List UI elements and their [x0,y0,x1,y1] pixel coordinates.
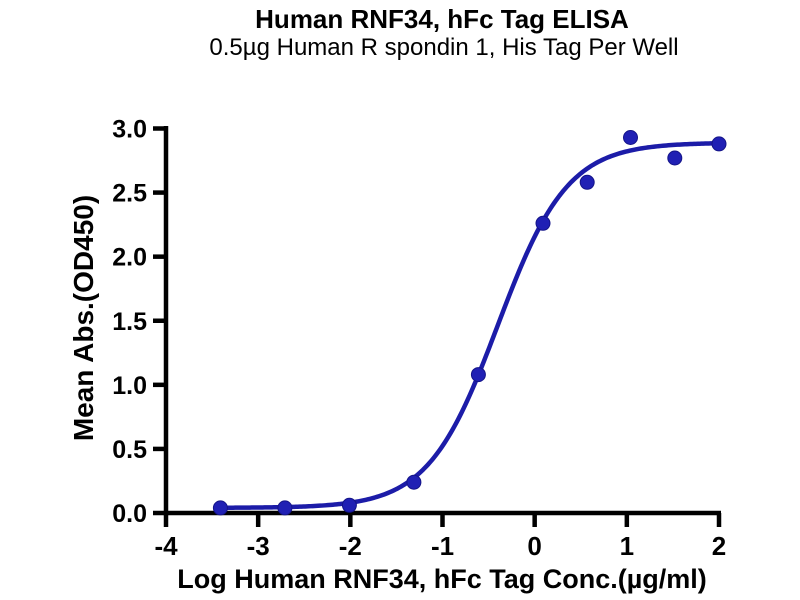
data-point [341,497,357,513]
chart-subtitle: 0.5µg Human R spondin 1, His Tag Per Wel… [209,34,679,61]
data-point [535,215,551,231]
data-point [667,150,683,166]
x-tick-label: -4 [154,531,178,561]
y-tick-label: 2.0 [112,244,147,272]
y-tick-label: 0.5 [112,436,147,464]
x-tick-label: -2 [339,531,362,561]
y-tick-label: 2.5 [112,180,147,208]
data-point [212,500,228,516]
y-tick-label: 1.5 [112,308,147,336]
x-tick-label: 1 [620,531,634,561]
fit-curve [218,141,721,510]
data-point [623,130,638,145]
x-tick-label: -3 [247,531,270,561]
data-point [277,500,293,516]
x-tick-label: 2 [712,531,726,561]
y-tick-label: 0.0 [112,500,147,528]
data-point [711,136,727,152]
data-point [579,174,595,190]
x-axis-title: Log Human RNF34, hFc Tag Conc.(µg/ml) [177,564,707,594]
data-point [406,474,422,490]
data-point [470,367,486,383]
x-tick-label: -1 [431,531,454,561]
y-tick-label: 3.0 [112,116,147,144]
y-tick-label: 1.0 [112,372,147,400]
chart-title: Human RNF34, hFc Tag ELISA [255,4,629,34]
x-tick-label: 0 [527,531,541,561]
